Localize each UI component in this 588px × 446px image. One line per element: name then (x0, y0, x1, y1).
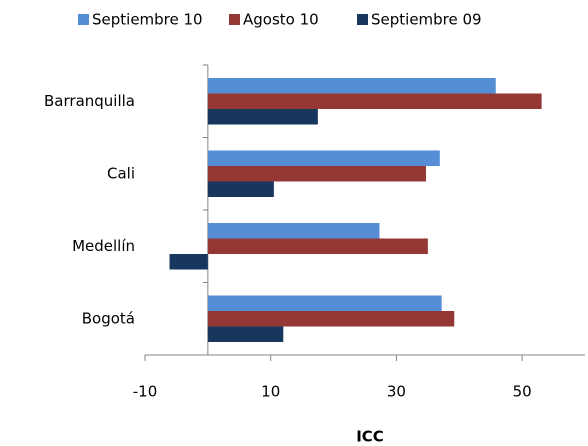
legend-label: Septiembre 10 (92, 11, 203, 29)
legend-swatch (357, 14, 368, 25)
legend-label: Septiembre 09 (371, 11, 482, 29)
y-tick-label: Barranquilla (44, 92, 135, 110)
x-tick-label: 50 (513, 383, 532, 401)
x-tick-label: -10 (133, 383, 158, 401)
bar (207, 93, 542, 109)
bar (207, 109, 318, 125)
bar (207, 78, 496, 94)
bar (207, 166, 426, 182)
bar (207, 150, 440, 166)
y-tick-label: Medellín (72, 237, 135, 255)
x-tick-label: 30 (387, 383, 406, 401)
y-tick-label: Bogotá (82, 309, 135, 327)
bar (207, 311, 455, 327)
bar (169, 254, 208, 270)
legend-swatch (78, 14, 89, 25)
x-tick-label: 10 (261, 383, 280, 401)
bar (207, 238, 428, 254)
x-axis-label: ICC (356, 428, 384, 446)
y-tick-label: Cali (107, 164, 135, 182)
bar (207, 181, 274, 197)
bar (207, 223, 380, 239)
legend-label: Agosto 10 (243, 11, 319, 29)
legend-swatch (229, 14, 240, 25)
bar (207, 295, 442, 311)
bar (207, 326, 284, 342)
